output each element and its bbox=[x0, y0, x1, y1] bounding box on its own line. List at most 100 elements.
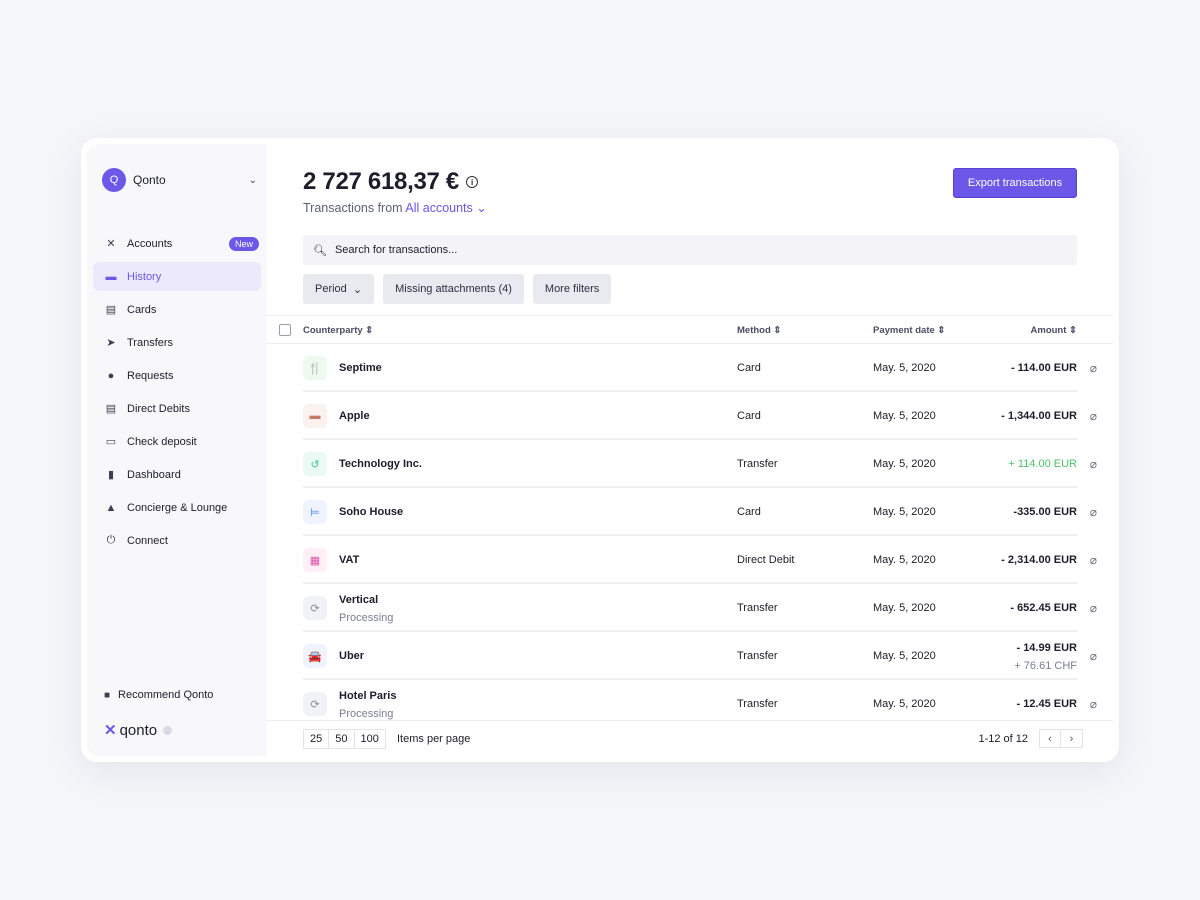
merchant-icon: ⊨ bbox=[303, 500, 327, 524]
logo-mark-icon: ✕ bbox=[104, 722, 117, 739]
table-row[interactable]: ▦ VAT Direct Debit May. 5, 2020 - 2,314.… bbox=[303, 536, 1097, 584]
amount: - 114.00 EUR bbox=[1010, 362, 1077, 374]
payment-date: May. 5, 2020 bbox=[873, 410, 936, 422]
sidebar-item-label: Check deposit bbox=[127, 435, 197, 448]
period-filter[interactable]: Period ⌄ bbox=[303, 274, 375, 304]
paperclip-icon[interactable]: ⌀ bbox=[1089, 457, 1097, 471]
counterparty: Septime bbox=[339, 362, 382, 374]
recommend-label: Recommend Qonto bbox=[118, 689, 214, 701]
chevron-down-icon: ⌄ bbox=[476, 201, 487, 215]
check-icon: ▭ bbox=[105, 436, 117, 448]
column-counterparty[interactable]: Counterparty ⇕ bbox=[303, 325, 374, 336]
search-icon: 🔍︎ bbox=[313, 244, 327, 257]
chevron-right-icon[interactable]: › bbox=[1069, 732, 1074, 745]
page-size-100[interactable]: 100 bbox=[360, 733, 379, 745]
merchant-icon: ▬ bbox=[303, 404, 327, 428]
sidebar-item-connect[interactable]: ⏻ Connect bbox=[93, 526, 261, 555]
page-size-selector: 25 50 100 bbox=[303, 729, 386, 749]
request-icon: ● bbox=[107, 369, 115, 382]
subtitle-prefix: Transactions from bbox=[303, 201, 403, 215]
counterparty: Vertical bbox=[339, 594, 379, 606]
subtitle: Transactions from All accounts ⌄ bbox=[303, 200, 487, 215]
items-per-page-label: Items per page bbox=[397, 733, 471, 745]
column-method[interactable]: Method ⇕ bbox=[737, 325, 782, 336]
table-row[interactable]: ▬ Apple Card May. 5, 2020 - 1,344.00 EUR… bbox=[303, 392, 1097, 440]
paperclip-icon[interactable]: ⌀ bbox=[1089, 409, 1097, 423]
counterparty: Hotel Paris bbox=[339, 690, 397, 702]
sidebar-item-accounts[interactable]: ✕ Accounts New bbox=[93, 229, 261, 258]
table-row[interactable]: 🍴 Septime Card May. 5, 2020 - 114.00 EUR… bbox=[303, 344, 1097, 392]
table-row[interactable]: ⊨ Soho House Card May. 5, 2020 -335.00 E… bbox=[303, 488, 1097, 536]
table-footer: 25 50 100 Items per page 1-12 of 12 ‹ › bbox=[267, 720, 1113, 762]
sidebar-item-label: Transfers bbox=[127, 336, 174, 349]
sidebar-item-requests[interactable]: ● Requests bbox=[93, 361, 261, 390]
column-amount[interactable]: Amount ⇕ bbox=[1030, 325, 1077, 336]
counterparty: VAT bbox=[339, 554, 360, 566]
sidebar-item-label: Requests bbox=[127, 369, 174, 382]
balance-value: 2 727 618,37 € bbox=[303, 168, 459, 195]
secondary-amount: + 76.61 CHF bbox=[1014, 660, 1077, 672]
sidebar-item-label: History bbox=[127, 270, 162, 283]
paperclip-icon[interactable]: ⌀ bbox=[1089, 505, 1097, 519]
method: Transfer bbox=[737, 458, 778, 470]
all-accounts-dropdown[interactable]: All accounts ⌄ bbox=[405, 201, 486, 215]
paperclip-icon[interactable]: ⌀ bbox=[1089, 649, 1097, 663]
page-size-25[interactable]: 25 bbox=[304, 730, 330, 748]
paperclip-icon[interactable]: ⌀ bbox=[1089, 361, 1097, 375]
amount: + 114.00 EUR bbox=[1008, 458, 1077, 470]
column-payment-date[interactable]: Payment date ⇕ bbox=[873, 325, 946, 336]
method: Transfer bbox=[737, 698, 778, 710]
method: Transfer bbox=[737, 602, 778, 614]
sidebar-item-history[interactable]: ▬ History bbox=[93, 262, 261, 291]
sidebar-item-cards[interactable]: ▤ Cards bbox=[93, 295, 261, 324]
paperclip-icon[interactable]: ⌀ bbox=[1089, 553, 1097, 567]
counterparty: Soho House bbox=[339, 506, 404, 518]
bell-icon: ▲ bbox=[105, 501, 117, 514]
method: Card bbox=[737, 410, 761, 422]
pagination: ‹ › bbox=[1039, 729, 1083, 748]
org-switcher[interactable]: Q Qonto ⌄ bbox=[102, 168, 257, 192]
sidebar-item-label: Accounts bbox=[127, 237, 173, 250]
sidebar-item-transfers[interactable]: ➤ Transfers bbox=[93, 328, 261, 357]
all-accounts-label: All accounts bbox=[405, 201, 473, 215]
chevron-left-icon[interactable]: ‹ bbox=[1040, 730, 1061, 747]
info-icon[interactable]: i bbox=[465, 176, 478, 188]
chevron-down-icon: ⌄ bbox=[248, 174, 257, 186]
main-content: 2 727 618,37 € i Transactions from All a… bbox=[267, 138, 1113, 762]
more-filters-button[interactable]: More filters bbox=[532, 274, 612, 304]
table-row[interactable]: 🚘 Uber Transfer May. 5, 2020 - 14.99 EUR… bbox=[303, 632, 1097, 680]
merchant-icon: ▦ bbox=[303, 548, 327, 572]
counterparty: Uber bbox=[339, 650, 365, 662]
amount: - 652.45 EUR bbox=[1010, 602, 1077, 614]
export-transactions-button[interactable]: Export transactions bbox=[953, 168, 1077, 198]
sidebar-item-concierge-lounge[interactable]: ▲ Concierge & Lounge bbox=[93, 493, 261, 522]
balance: 2 727 618,37 € i bbox=[303, 168, 478, 196]
sidebar-item-label: Concierge & Lounge bbox=[127, 501, 228, 514]
search-input[interactable]: 🔍︎ Search for transactions... bbox=[303, 235, 1077, 265]
sidebar-item-check-deposit[interactable]: ▭ Check deposit bbox=[93, 427, 261, 456]
select-all-checkbox[interactable] bbox=[279, 324, 291, 336]
sidebar: Q Qonto ⌄ ✕ Accounts New ▬ History ▤ Cards ➤ Tra… bbox=[87, 144, 267, 756]
search-placeholder: Search for transactions... bbox=[334, 244, 458, 256]
sidebar-item-dashboard[interactable]: ▮ Dashboard bbox=[93, 460, 261, 489]
plug-icon: ⏻ bbox=[106, 534, 116, 546]
new-badge: New bbox=[228, 236, 259, 251]
paperclip-icon[interactable]: ⌀ bbox=[1089, 697, 1097, 711]
table-row[interactable]: ⟳ Vertical Processing Transfer May. 5, 2… bbox=[303, 584, 1097, 632]
status-dot bbox=[163, 725, 173, 735]
counterparty: Technology Inc. bbox=[339, 458, 422, 470]
payment-date: May. 5, 2020 bbox=[873, 554, 936, 566]
sidebar-item-direct-debits[interactable]: ▤ Direct Debits bbox=[93, 394, 261, 423]
paper-plane-icon: ➤ bbox=[106, 337, 116, 349]
paperclip-icon[interactable]: ⌀ bbox=[1089, 601, 1097, 615]
page-size-50[interactable]: 50 bbox=[329, 730, 355, 748]
payment-date: May. 5, 2020 bbox=[873, 602, 936, 614]
recommend-link[interactable]: ■ Recommend Qonto bbox=[104, 689, 213, 701]
method: Direct Debit bbox=[737, 554, 795, 566]
logo: ✕ qonto bbox=[104, 721, 173, 739]
table-row[interactable]: ↺ Technology Inc. Transfer May. 5, 2020 … bbox=[303, 440, 1097, 488]
table-header: Counterparty ⇕ Method ⇕ Payment date ⇕ A… bbox=[267, 315, 1113, 344]
document-icon: ▤ bbox=[105, 403, 117, 415]
payment-date: May. 5, 2020 bbox=[873, 650, 936, 662]
missing-attachments-filter[interactable]: Missing attachments (4) bbox=[383, 274, 524, 304]
